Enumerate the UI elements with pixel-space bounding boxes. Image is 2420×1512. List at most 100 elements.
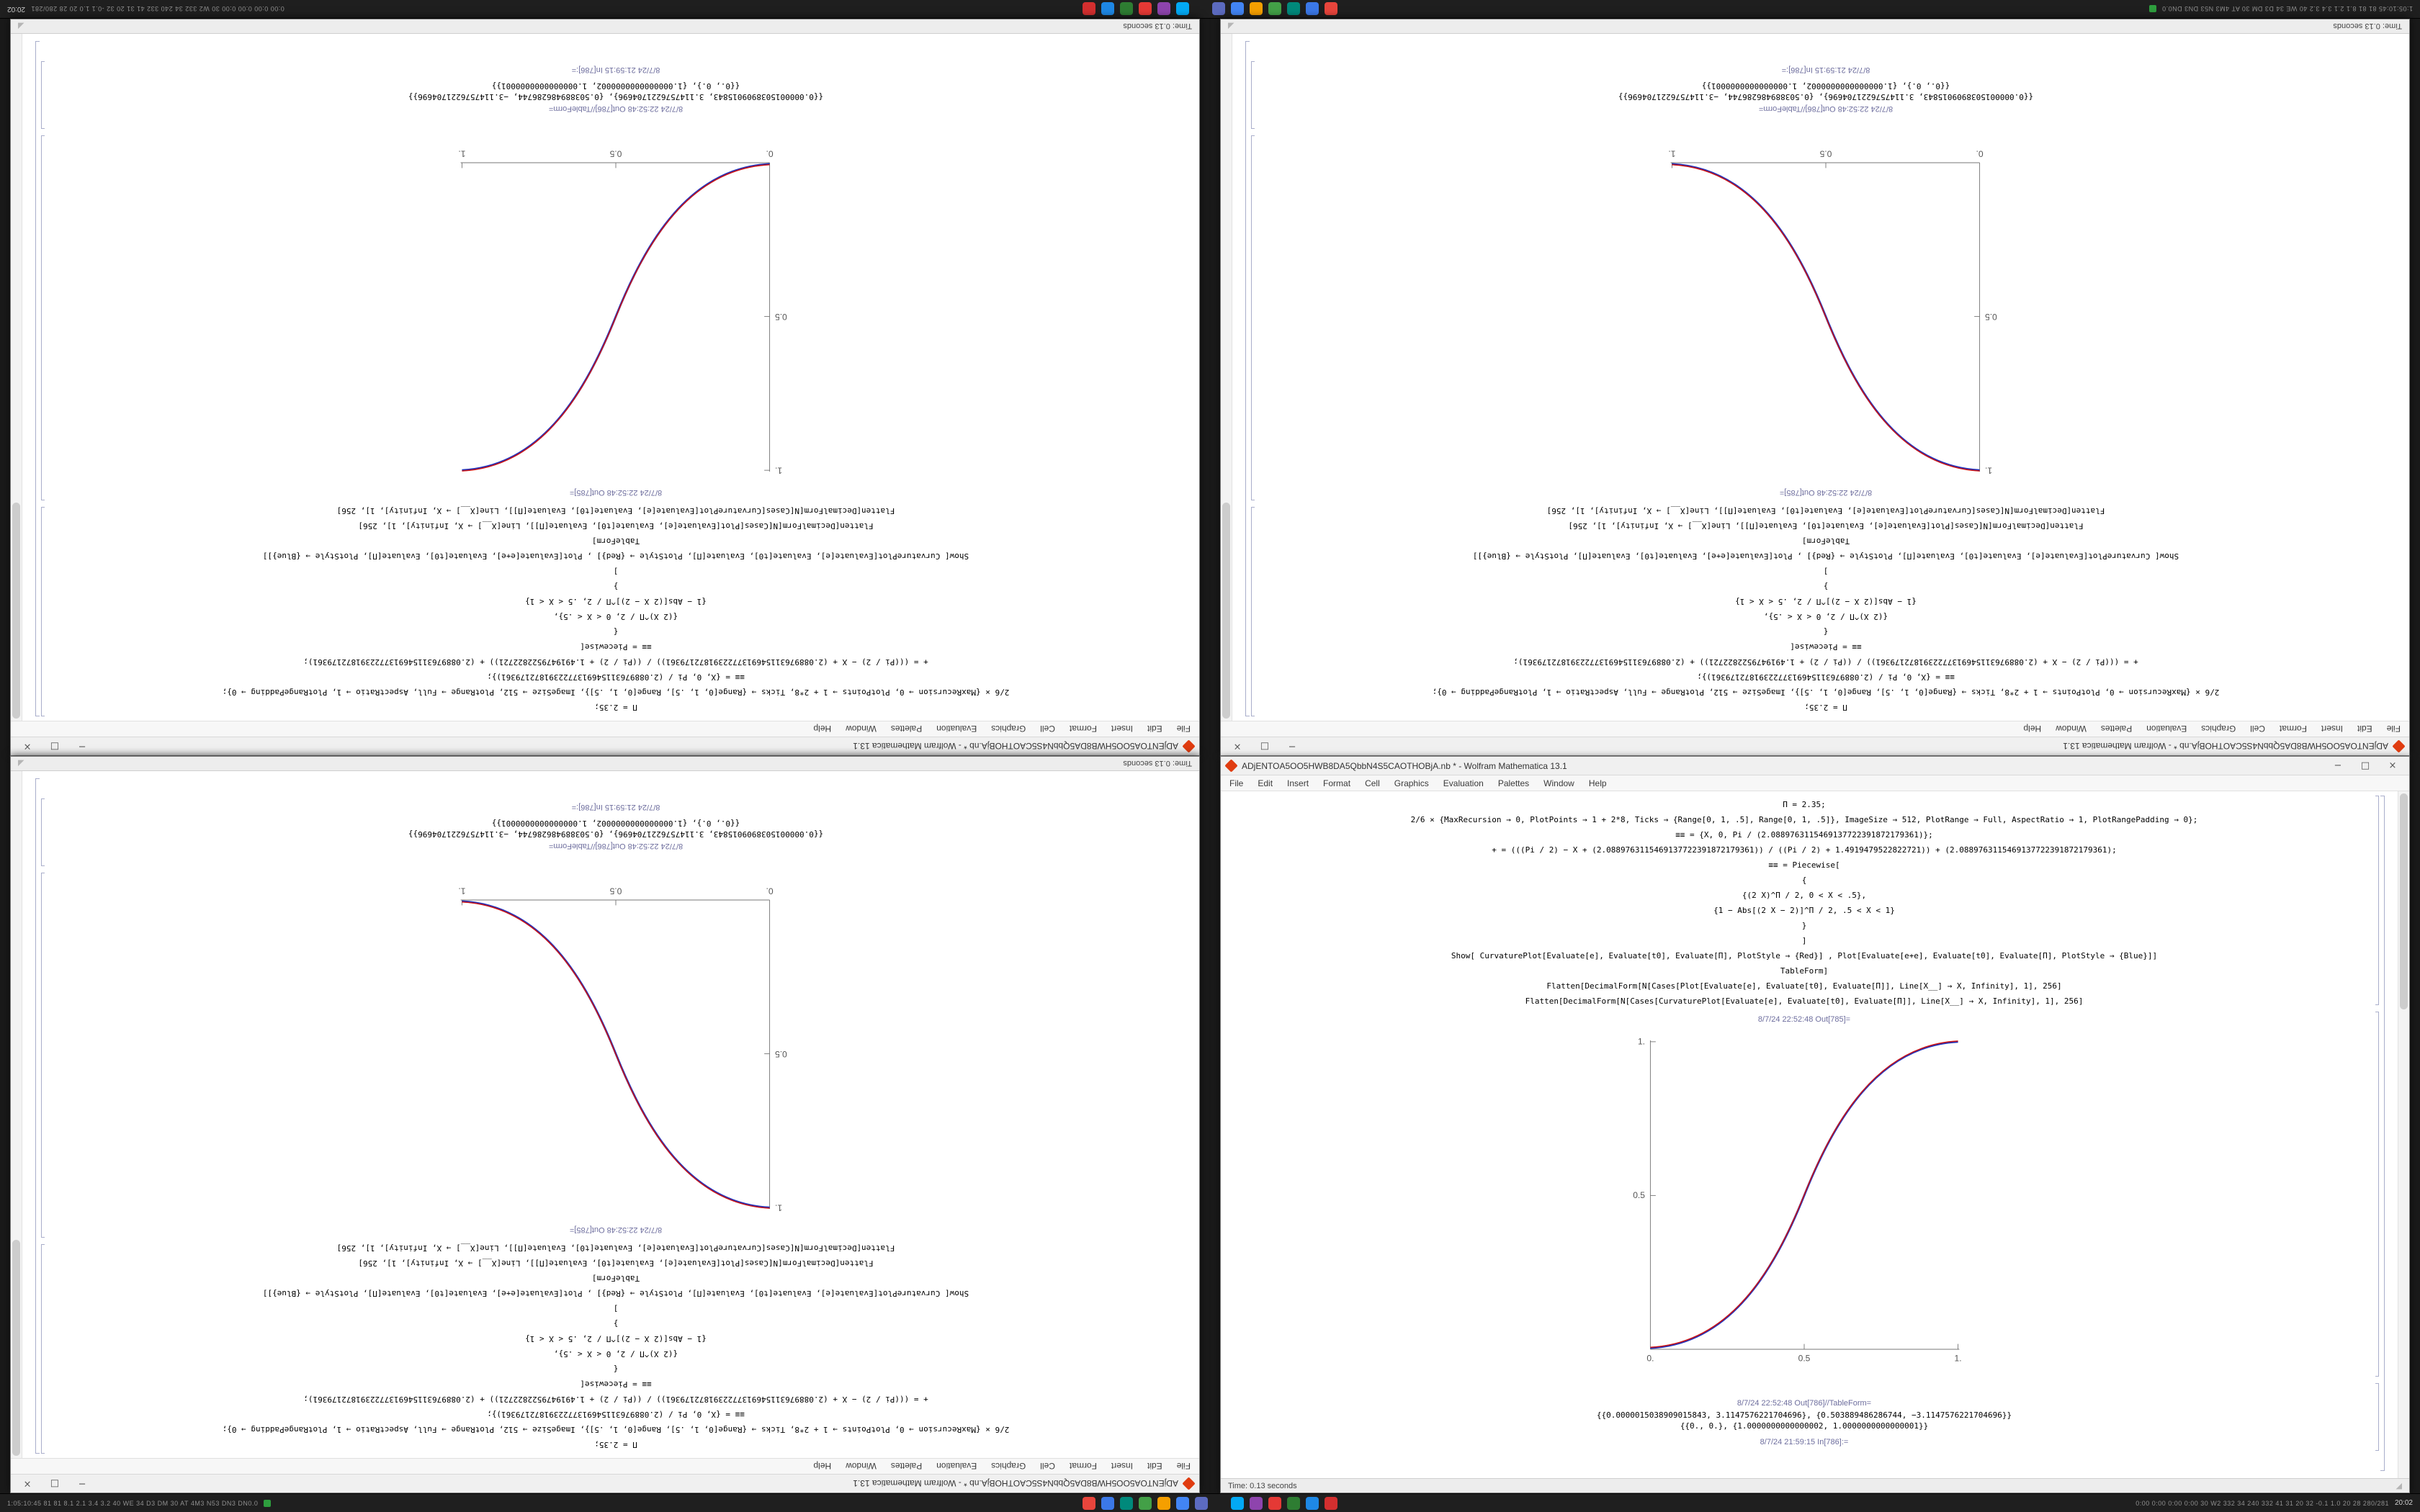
code-line[interactable]: {(2 X)^Π / 2, 0 < X < .5}, <box>1742 891 1867 900</box>
scrollbar-thumb[interactable] <box>1222 503 1230 719</box>
code-line[interactable]: Show[ CurvaturePlot[Evaluate[e], Evaluat… <box>1472 552 2179 561</box>
minimize-button[interactable]: − <box>2334 760 2342 771</box>
input-cell[interactable]: Π = 2.35; 2/6 × {MaxRecursion → 0, PlotPo… <box>1242 797 2366 1009</box>
code-line[interactable]: ] <box>1801 936 1807 945</box>
cell-bracket-plot[interactable] <box>41 135 45 500</box>
app-sky[interactable] <box>1231 1496 1244 1510</box>
menu-item[interactable]: Edit <box>1147 724 1162 734</box>
app-indigo[interactable] <box>1212 2 1225 16</box>
resize-grip-icon[interactable]: ◢ <box>1228 22 1234 31</box>
title-bar[interactable]: ADjENTOA5OO5HWB8DA5QbbN4S5CAOTHOBjA.nb *… <box>11 737 1199 755</box>
app-blue[interactable] <box>1306 2 1319 16</box>
menu-item[interactable]: Format <box>2279 724 2307 734</box>
close-button[interactable]: × <box>23 1478 32 1489</box>
cell-bracket-outer[interactable] <box>35 41 40 716</box>
cell-bracket-outer[interactable] <box>1245 41 1250 716</box>
maximize-button[interactable]: □ <box>1260 741 1270 752</box>
app-sky[interactable] <box>1176 2 1189 16</box>
tray-status-icon[interactable] <box>264 1499 272 1507</box>
menu-item[interactable]: File <box>2386 724 2401 734</box>
menu-item[interactable]: Edit <box>2357 724 2372 734</box>
maximize-button[interactable]: □ <box>50 741 60 752</box>
scrollbar-thumb[interactable] <box>2400 793 2408 1009</box>
code-line[interactable]: ≡≡ = Piecewise[ <box>580 1380 652 1389</box>
code-line[interactable]: { <box>1823 627 1829 636</box>
code-line[interactable]: + = (((Pi / 2) − X + (2.0889763115469137… <box>303 1395 928 1404</box>
menu-item[interactable]: Window <box>846 724 877 734</box>
menu-item[interactable]: Format <box>1069 1461 1097 1472</box>
menu-item[interactable]: Window <box>1543 778 1574 788</box>
vertical-scrollbar[interactable] <box>11 34 22 721</box>
menu-item[interactable]: Cell <box>1040 724 1055 734</box>
menu-item[interactable]: Palettes <box>2100 724 2133 734</box>
menu-item[interactable]: Graphics <box>991 724 1026 734</box>
title-bar[interactable]: ADjENTOA5OO5HWB8DA5QbbN4S5CAOTHOBjA.nb *… <box>1221 757 2409 775</box>
menu-item[interactable]: Palettes <box>1497 778 1530 788</box>
code-line[interactable]: TableForm] <box>591 1274 640 1283</box>
app-red2[interactable] <box>1083 2 1095 16</box>
cell-bracket-input[interactable] <box>41 507 45 716</box>
title-bar[interactable]: ADjENTOA5OO5HWB8DA5QbbN4S5CAOTHOBjA.nb *… <box>1221 737 2409 755</box>
code-line[interactable]: Show[ CurvaturePlot[Evaluate[e], Evaluat… <box>262 1289 969 1298</box>
cell-bracket-plot[interactable] <box>2375 1012 2379 1377</box>
code-line[interactable]: ≡≡ = Piecewise[ <box>1768 860 1840 870</box>
app-orange[interactable] <box>1157 1496 1170 1510</box>
app-orange[interactable] <box>1250 2 1263 16</box>
app-green2[interactable] <box>1120 2 1133 16</box>
menu-item[interactable]: File <box>1176 724 1191 734</box>
code-line[interactable]: 2/6 × {MaxRecursion → 0, PlotPoints → 1 … <box>1410 815 2198 824</box>
code-line[interactable]: TableForm] <box>1801 536 1850 546</box>
code-line[interactable]: ≡≡ = Piecewise[ <box>1790 642 1862 652</box>
cell-bracket-table[interactable] <box>41 798 45 866</box>
maximize-button[interactable]: □ <box>50 1478 60 1489</box>
menu-item[interactable]: Evaluation <box>1443 778 1484 788</box>
code-line[interactable]: ≡≡ = {X, 0, Pi / (2.08897631154691377223… <box>487 1410 745 1419</box>
app-lightblue[interactable] <box>1231 2 1244 16</box>
input-cell[interactable]: Π = 2.35; 2/6 × {MaxRecursion → 0, PlotPo… <box>1264 503 2388 715</box>
code-line[interactable]: {1 − Abs[(2 X − 2)]^Π / 2, .5 < X < 1} <box>1735 597 1917 606</box>
title-bar[interactable]: ADjENTOA5OO5HWB8DA5QbbN4S5CAOTHOBjA.nb *… <box>11 1474 1199 1493</box>
code-line[interactable]: ] <box>1823 567 1829 576</box>
menu-item[interactable]: Help <box>1588 778 1607 788</box>
cell-bracket-rail[interactable] <box>1245 41 1257 716</box>
menu-item[interactable]: Palettes <box>890 724 923 734</box>
code-line[interactable]: Flatten[DecimalForm[N[Cases[CurvaturePlo… <box>1546 506 2105 516</box>
code-line[interactable]: ] <box>613 567 619 576</box>
cell-bracket-table[interactable] <box>41 61 45 129</box>
app-red[interactable] <box>1325 2 1337 16</box>
app-purple[interactable] <box>1250 1496 1263 1510</box>
cell-bracket-table[interactable] <box>1251 61 1255 129</box>
code-line[interactable]: ≡≡ = {X, 0, Pi / (2.08897631154691377223… <box>1675 830 1933 840</box>
code-line[interactable]: } <box>1823 582 1829 591</box>
app-red[interactable] <box>1083 1496 1095 1510</box>
code-line[interactable]: Flatten[DecimalForm[N[Cases[Plot[Evaluat… <box>1568 521 2084 531</box>
code-line[interactable]: {(2 X)^Π / 2, 0 < X < .5}, <box>1763 612 1888 621</box>
code-line[interactable]: } <box>613 1319 619 1328</box>
menu-item[interactable]: Window <box>846 1461 877 1472</box>
app-purple[interactable] <box>1157 2 1170 16</box>
cell-bracket-table[interactable] <box>2375 1383 2379 1451</box>
menu-item[interactable]: Help <box>2023 724 2042 734</box>
menu-item[interactable]: Cell <box>1365 778 1380 788</box>
code-line[interactable]: Π = 2.35; <box>594 703 637 712</box>
cell-bracket-outer[interactable] <box>2380 796 2385 1471</box>
menu-item[interactable]: Cell <box>2250 724 2265 734</box>
code-line[interactable]: Flatten[DecimalForm[N[Cases[CurvaturePlo… <box>1525 996 2084 1006</box>
menu-item[interactable]: Format <box>1069 724 1097 734</box>
close-button[interactable]: × <box>23 741 32 752</box>
menu-item[interactable]: Insert <box>1111 1461 1133 1472</box>
menu-item[interactable]: Insert <box>1111 724 1133 734</box>
code-line[interactable]: ≡≡ = Piecewise[ <box>580 642 652 652</box>
code-line[interactable]: Show[ CurvaturePlot[Evaluate[e], Evaluat… <box>1451 951 2158 960</box>
menu-item[interactable]: Help <box>813 1461 832 1472</box>
app-red2[interactable] <box>1325 1496 1337 1510</box>
code-line[interactable]: 2/6 × {MaxRecursion → 0, PlotPoints → 1 … <box>222 1425 1010 1434</box>
app-blue2[interactable] <box>1306 1496 1319 1510</box>
cell-bracket-input[interactable] <box>2375 796 2379 1005</box>
app-lightblue[interactable] <box>1176 1496 1189 1510</box>
menu-item[interactable]: Format <box>1323 778 1351 788</box>
menu-item[interactable]: Window <box>2056 724 2087 734</box>
app-blue2[interactable] <box>1101 2 1114 16</box>
code-line[interactable]: 2/6 × {MaxRecursion → 0, PlotPoints → 1 … <box>1432 688 2220 697</box>
code-line[interactable]: {(2 X)^Π / 2, 0 < X < .5}, <box>553 1349 678 1359</box>
